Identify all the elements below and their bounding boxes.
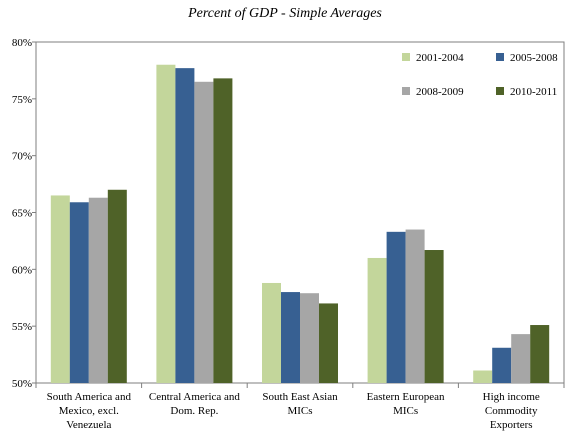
bar-2001-2004-0 [50, 195, 70, 383]
bar-2001-2004-4 [473, 370, 493, 383]
y-tick-label: 50% [12, 378, 32, 390]
x-category-label: Eastern European MICs [367, 391, 445, 417]
legend-label: 2001-2004 [416, 52, 464, 64]
bar-2008-2009-0 [88, 197, 108, 383]
x-category-label-line: High income [483, 391, 540, 403]
x-category-label-line: Exporters [490, 419, 533, 431]
bar-2008-2009-2 [300, 293, 319, 383]
y-tick-label: 70% [12, 151, 32, 163]
x-category-label: Central America and Dom. Rep. [149, 391, 241, 417]
x-category-label-line: Mexico, excl. [59, 405, 119, 417]
y-tick-label: 55% [12, 321, 32, 333]
bar-2005-2008-3 [386, 231, 406, 383]
bar-2010-2011-1 [213, 78, 233, 383]
bar-2008-2009-1 [194, 81, 214, 384]
x-category-label-line: Eastern European [367, 391, 445, 403]
y-tick-label: 75% [12, 94, 32, 106]
bar-2001-2004-3 [367, 257, 387, 383]
bar-2001-2004-2 [262, 282, 281, 383]
bar-2005-2008-4 [492, 347, 512, 383]
x-category-label-line: MICs [393, 405, 418, 417]
bar-2010-2011-4 [530, 325, 550, 383]
bar-2005-2008-0 [69, 202, 89, 383]
y-tick-label: 60% [12, 264, 32, 276]
bar-2010-2011-0 [107, 189, 127, 383]
bar-2008-2009-4 [511, 334, 531, 383]
legend-label: 2010-2011 [510, 86, 557, 98]
legend-swatch-2001-2004 [402, 53, 410, 61]
legend-swatch-2008-2009 [402, 87, 410, 95]
x-category-label-line: Dom. Rep. [170, 405, 218, 417]
legend-label: 2008-2009 [416, 86, 464, 98]
y-tick-label: 65% [12, 208, 32, 220]
x-category-label: South America and Mexico, excl. Venezuela [47, 391, 132, 431]
bar-2010-2011-3 [424, 250, 444, 383]
legend-label: 2005-2008 [510, 52, 558, 64]
x-category-label: High income Commodity Exporters [483, 391, 540, 431]
x-category-label-line: South America and [47, 391, 132, 403]
bar-2005-2008-2 [281, 292, 300, 383]
bar-2008-2009-3 [405, 229, 425, 383]
legend-swatch-2010-2011 [496, 87, 504, 95]
x-category-label-line: South East Asian [262, 391, 338, 403]
x-category-label: South East Asian MICs [262, 391, 338, 417]
y-tick-label: 80% [12, 37, 32, 49]
bar-2010-2011-2 [319, 303, 338, 383]
legend-swatch-2005-2008 [496, 53, 504, 61]
chart-title: Percent of GDP - Simple Averages [187, 6, 382, 21]
x-category-label-line: Venezuela [66, 419, 111, 431]
x-category-label-line: MICs [287, 405, 312, 417]
bar-2001-2004-1 [156, 64, 176, 383]
bar-2005-2008-1 [175, 68, 195, 383]
x-category-label-line: Central America and [149, 391, 241, 403]
x-category-label-line: Commodity [485, 405, 538, 417]
